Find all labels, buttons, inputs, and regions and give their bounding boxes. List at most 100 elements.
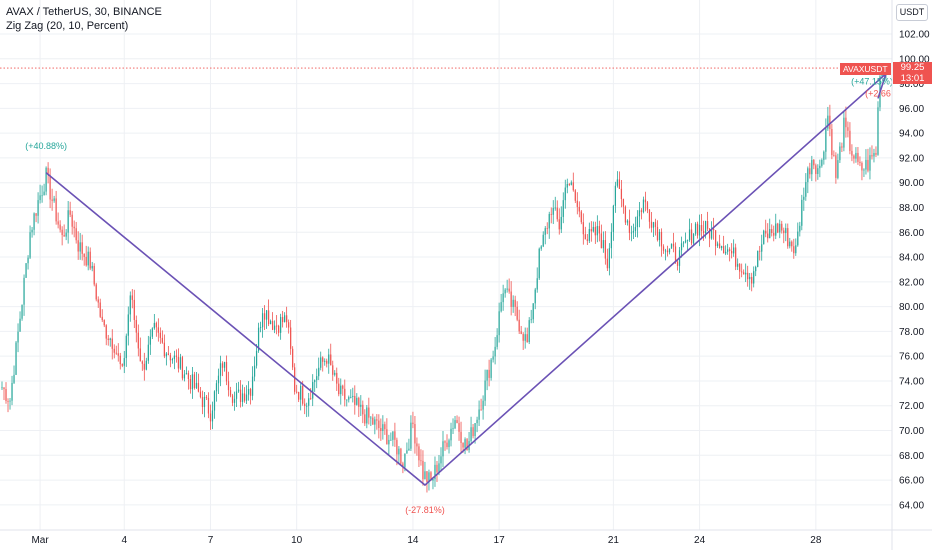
candle-body (809, 168, 811, 175)
candle-body (111, 338, 113, 349)
candle-body (596, 226, 598, 236)
candle-body (518, 319, 520, 332)
candle-body (65, 232, 67, 237)
candle-body (654, 222, 657, 227)
candle-body (201, 397, 204, 407)
candle-body (67, 210, 69, 233)
candle-body (448, 440, 450, 448)
candle-body (606, 258, 608, 269)
candle-body (656, 226, 659, 241)
candle-body (572, 182, 574, 191)
candle-body (73, 226, 75, 229)
candle-body (660, 231, 663, 247)
candle-body (420, 460, 422, 462)
currency-button[interactable]: USDT (896, 4, 928, 21)
candle-body (682, 242, 685, 244)
last-price-label: 99.25 13:01 (893, 62, 932, 84)
candle-body (542, 234, 544, 247)
candle-body (478, 409, 480, 420)
candle-body (532, 303, 534, 320)
candle-body (638, 210, 641, 217)
candle-body (853, 155, 855, 159)
candle-body (568, 183, 570, 185)
candle-body (614, 185, 617, 206)
candle-body (237, 389, 240, 392)
candle-body (741, 271, 743, 273)
candle-body (496, 335, 498, 347)
candle-body (41, 195, 43, 197)
candle-body (193, 374, 196, 389)
price-tick-label: 86.00 (899, 228, 924, 239)
candle-body (739, 263, 741, 272)
candle-body (147, 344, 149, 361)
candle-body (173, 355, 176, 360)
indicator-legend[interactable]: Zig Zag (20, 10, Percent) (6, 20, 129, 32)
candle-body (308, 398, 310, 406)
candle-body (470, 427, 472, 442)
candle-body (185, 373, 188, 375)
candle-body (598, 226, 600, 234)
candle-body (582, 222, 584, 235)
time-axis[interactable]: Mar 4 7 10 14 17 21 24 28 (31, 535, 821, 546)
candle-body (666, 250, 669, 253)
candle-body (121, 364, 123, 366)
candle-body (23, 277, 25, 305)
candle-body (396, 439, 398, 455)
candle-body (584, 234, 586, 240)
candle-body (458, 423, 460, 432)
candle-body (873, 153, 875, 157)
candle-body (851, 150, 853, 156)
candle-body (428, 472, 430, 483)
candle-body (859, 161, 861, 164)
candle-body (636, 216, 639, 228)
candle-body (622, 199, 625, 207)
candle-body (590, 229, 592, 232)
candle-body (422, 460, 424, 480)
price-axis[interactable]: 64.00 66.00 68.00 70.00 72.00 74.00 76.00 78.00… (899, 30, 930, 512)
price-tick-label: 76.00 (899, 352, 924, 363)
candle-body (85, 256, 87, 266)
candle-body (316, 376, 318, 381)
candle-body (47, 167, 49, 175)
candle-body (716, 243, 719, 247)
candle-body (725, 251, 727, 254)
candle-body (292, 348, 294, 368)
candle-body (488, 369, 490, 378)
candle-body (779, 223, 781, 233)
zigzag-line (45, 71, 888, 487)
candle-body (861, 163, 863, 171)
time-tick-label: 24 (694, 535, 706, 546)
candle-body (129, 295, 131, 315)
candle-body (610, 231, 612, 249)
candle-body (526, 334, 528, 343)
candle-body (658, 231, 661, 241)
candle-body (280, 317, 282, 333)
candle-body (51, 199, 53, 201)
zigzag-pivot-label: (+47.15%) (851, 77, 893, 87)
candle-body (221, 363, 224, 368)
candle-body (412, 422, 414, 425)
candle-body (765, 230, 767, 234)
candle-body (702, 230, 705, 234)
candle-body (400, 448, 402, 464)
candle-body (444, 441, 446, 443)
candle-body (286, 315, 288, 323)
candle-body (432, 479, 434, 481)
candle-body (612, 205, 615, 232)
candle-body (107, 338, 109, 340)
candle-body (566, 183, 568, 188)
candle-body (408, 448, 410, 451)
candle-body (19, 318, 21, 332)
candle-body (616, 179, 619, 186)
candle-body (374, 419, 376, 425)
price-tick-label: 80.00 (899, 302, 924, 313)
candle-body (662, 246, 665, 251)
candle-body (626, 220, 629, 223)
candle-body (105, 325, 107, 339)
candle-body (580, 211, 582, 223)
candle-body (362, 404, 364, 415)
candle-body (512, 299, 514, 307)
candle-body (249, 388, 252, 396)
candle-body (304, 403, 306, 407)
